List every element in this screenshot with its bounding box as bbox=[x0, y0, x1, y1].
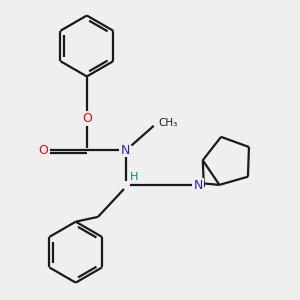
Text: H: H bbox=[130, 172, 138, 182]
Text: O: O bbox=[38, 143, 48, 157]
Text: N: N bbox=[121, 143, 130, 157]
Text: O: O bbox=[82, 112, 92, 125]
Text: N: N bbox=[194, 179, 203, 192]
Text: CH₃: CH₃ bbox=[158, 118, 177, 128]
